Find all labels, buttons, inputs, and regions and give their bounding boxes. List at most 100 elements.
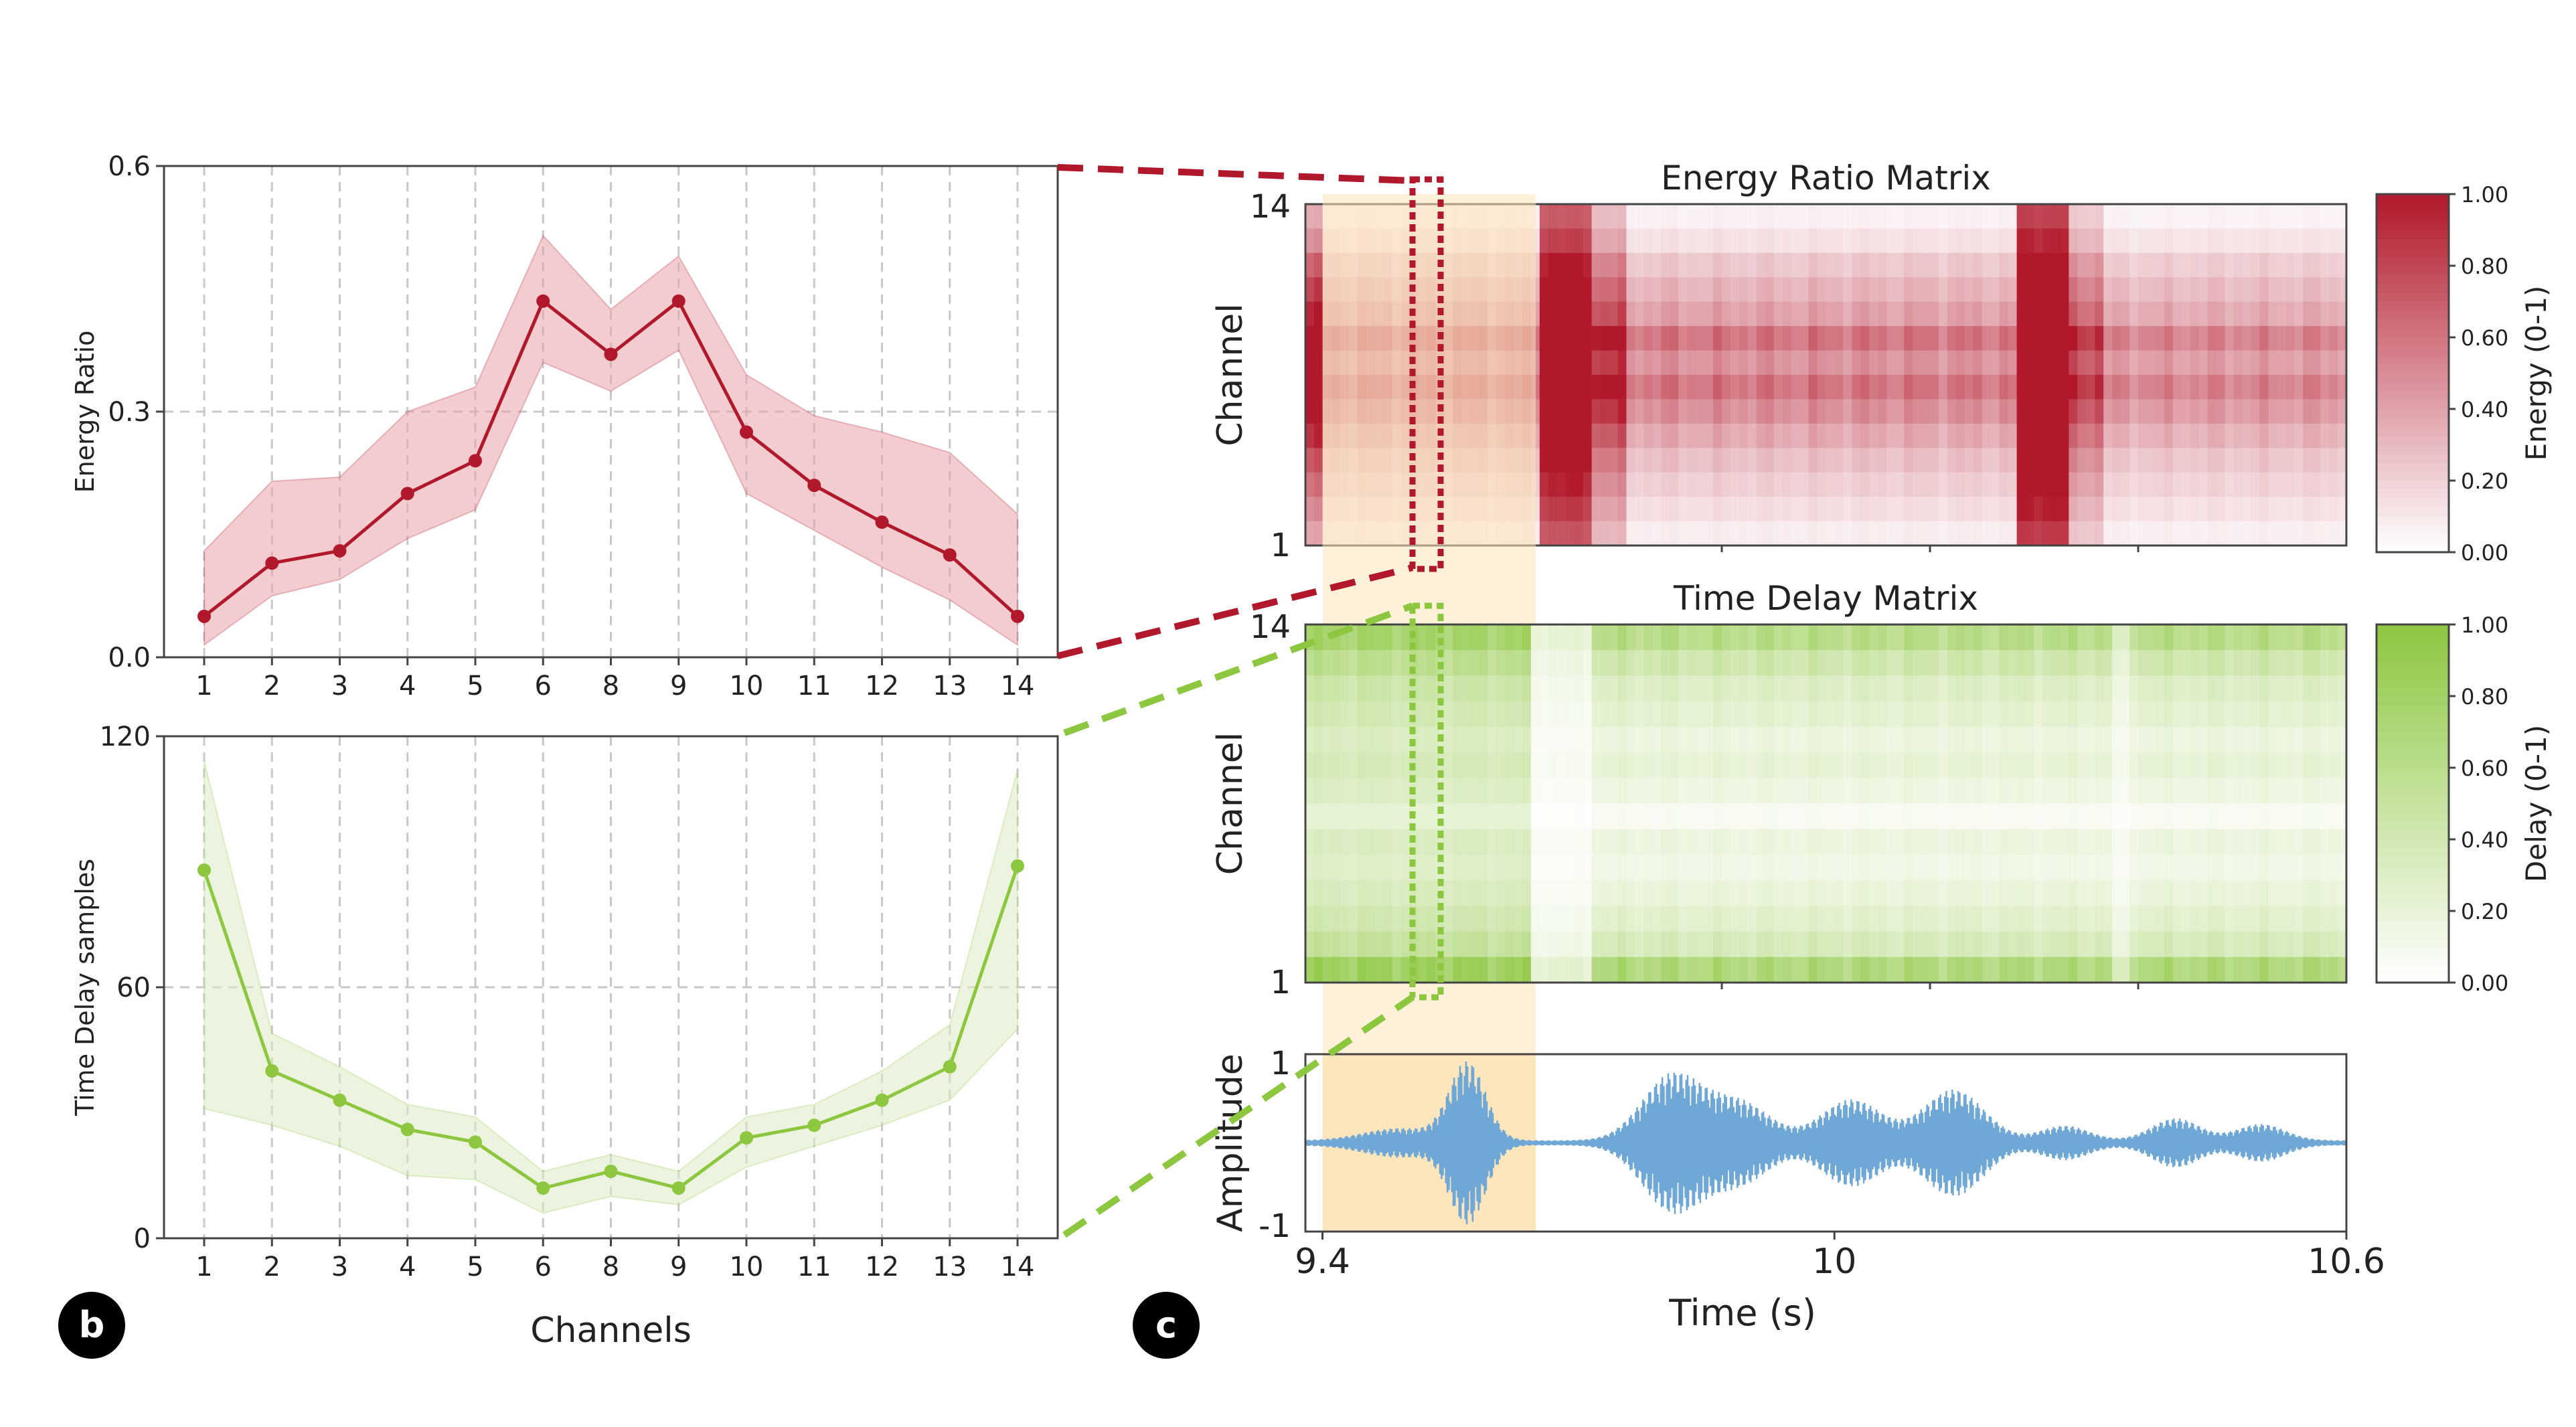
colorbar-segment	[2377, 705, 2449, 715]
heatmap-cell	[2303, 326, 2312, 351]
heatmap-cell	[2233, 650, 2243, 677]
heatmap-cell	[2320, 854, 2330, 881]
heatmap-cell	[2042, 521, 2052, 546]
heatmap-cell	[1392, 650, 1402, 677]
heatmap-cell	[1773, 423, 1783, 449]
heatmap-cell	[1817, 956, 1827, 983]
heatmap-cell	[2181, 803, 2191, 830]
heatmap-cell	[1799, 829, 1809, 855]
heatmap-cell	[2198, 624, 2208, 651]
colorbar-segment	[2377, 355, 2449, 365]
heatmap-cell	[1539, 204, 1549, 230]
heatmap-cell	[2164, 880, 2174, 907]
heatmap-cell	[1591, 829, 1601, 855]
heatmap-cell	[1799, 956, 1809, 983]
heatmap-cell	[1773, 624, 1783, 651]
heatmap-cell	[1886, 675, 1896, 702]
heatmap-cell	[1999, 650, 2009, 677]
heatmap-cell	[2069, 701, 2079, 728]
heatmap-cell	[1921, 472, 1931, 497]
heatmap-cell	[2112, 448, 2121, 473]
heatmap-cell	[2294, 252, 2304, 278]
heatmap-cell	[1982, 726, 1992, 753]
heatmap-cell	[2034, 423, 2044, 449]
heatmap-cell	[1756, 326, 1766, 351]
heatmap-cell	[2077, 252, 2087, 278]
heatmap-cell	[2251, 521, 2261, 546]
heatmap-cell	[1826, 803, 1836, 830]
heatmap-cell	[1913, 778, 1922, 805]
heatmap-cell	[1530, 829, 1540, 855]
heatmap-cell	[2051, 472, 2061, 497]
heatmap-cell	[2069, 375, 2079, 400]
heatmap-cell	[1799, 624, 1809, 651]
heatmap-cell	[1322, 880, 1332, 907]
heatmap-cell	[1678, 726, 1688, 753]
heatmap-cell	[1913, 399, 1922, 424]
heatmap-cell	[1713, 399, 1722, 424]
heatmap-cell	[2138, 228, 2148, 254]
heatmap-cell	[2277, 752, 2287, 779]
heatmap-cell	[1687, 778, 1696, 805]
energy-selection-box	[1409, 176, 1444, 572]
heatmap-cell	[2095, 650, 2104, 677]
heatmap-cell	[1938, 252, 1948, 278]
heatmap-cell	[2103, 906, 2113, 932]
heatmap-cell	[2259, 675, 2269, 702]
heatmap-cell	[1548, 726, 1558, 753]
heatmap-cell	[1305, 423, 1315, 449]
heatmap-cell	[2225, 650, 2235, 677]
heatmap-cell	[1617, 829, 1627, 855]
heatmap-cell	[1548, 880, 1558, 907]
heatmap-cell	[2190, 752, 2200, 779]
heatmap-cell	[2277, 880, 2287, 907]
heatmap-cell	[2129, 956, 2139, 983]
heatmap-cell	[2155, 931, 2165, 958]
heatmap-cell	[2285, 624, 2296, 651]
heatmap-cell	[2034, 726, 2044, 753]
heatmap-cell	[2190, 650, 2200, 677]
heatmap-cell	[2146, 521, 2156, 546]
heatmap-cell	[1591, 375, 1601, 400]
heatmap-cell	[1921, 624, 1931, 651]
heatmap-cell	[2320, 701, 2330, 728]
heatmap-cell	[2207, 752, 2217, 779]
heatmap-cell	[1583, 521, 1593, 546]
heatmap-cell	[1904, 228, 1913, 254]
heatmap-cell	[2112, 906, 2121, 932]
heatmap-cell	[2216, 880, 2226, 907]
heatmap-cell	[2121, 423, 2130, 449]
heatmap-cell	[1556, 228, 1566, 254]
heatmap-cell	[2294, 375, 2304, 400]
heatmap-cell	[1860, 675, 1870, 702]
heatmap-cell	[2051, 880, 2061, 907]
colorbar-segment	[2377, 382, 2449, 392]
heatmap-cell	[2329, 675, 2338, 702]
heatmap-cell	[2095, 880, 2104, 907]
heatmap-cell	[1583, 204, 1593, 230]
heatmap-cell	[1392, 854, 1402, 881]
heatmap-cell	[2060, 726, 2070, 753]
colorbar-segment	[2377, 481, 2449, 491]
heatmap-cell	[2016, 350, 2026, 375]
heatmap-cell	[1826, 204, 1836, 230]
heatmap-cell	[1635, 497, 1645, 522]
heatmap-cell	[2077, 472, 2087, 497]
heatmap-cell	[1418, 931, 1428, 958]
heatmap-cell	[1609, 778, 1619, 805]
heatmap-cell	[1747, 650, 1757, 677]
heatmap-cell	[1479, 803, 1488, 830]
heatmap-cell	[2025, 228, 2035, 254]
heatmap-cell	[2198, 701, 2208, 728]
heatmap-cell	[1505, 956, 1514, 983]
heatmap-cell	[2233, 497, 2243, 522]
heatmap-cell	[2251, 726, 2261, 753]
heatmap-cell	[2216, 301, 2226, 327]
colorbar-tick-label: 0.40	[2461, 397, 2508, 422]
colorbar-segment	[2377, 436, 2449, 446]
heatmap-cell	[1782, 375, 1792, 400]
heatmap-cell	[1313, 650, 1323, 677]
heatmap-cell	[1921, 326, 1931, 351]
heatmap-cell	[1574, 803, 1584, 830]
heatmap-cell	[1747, 228, 1757, 254]
